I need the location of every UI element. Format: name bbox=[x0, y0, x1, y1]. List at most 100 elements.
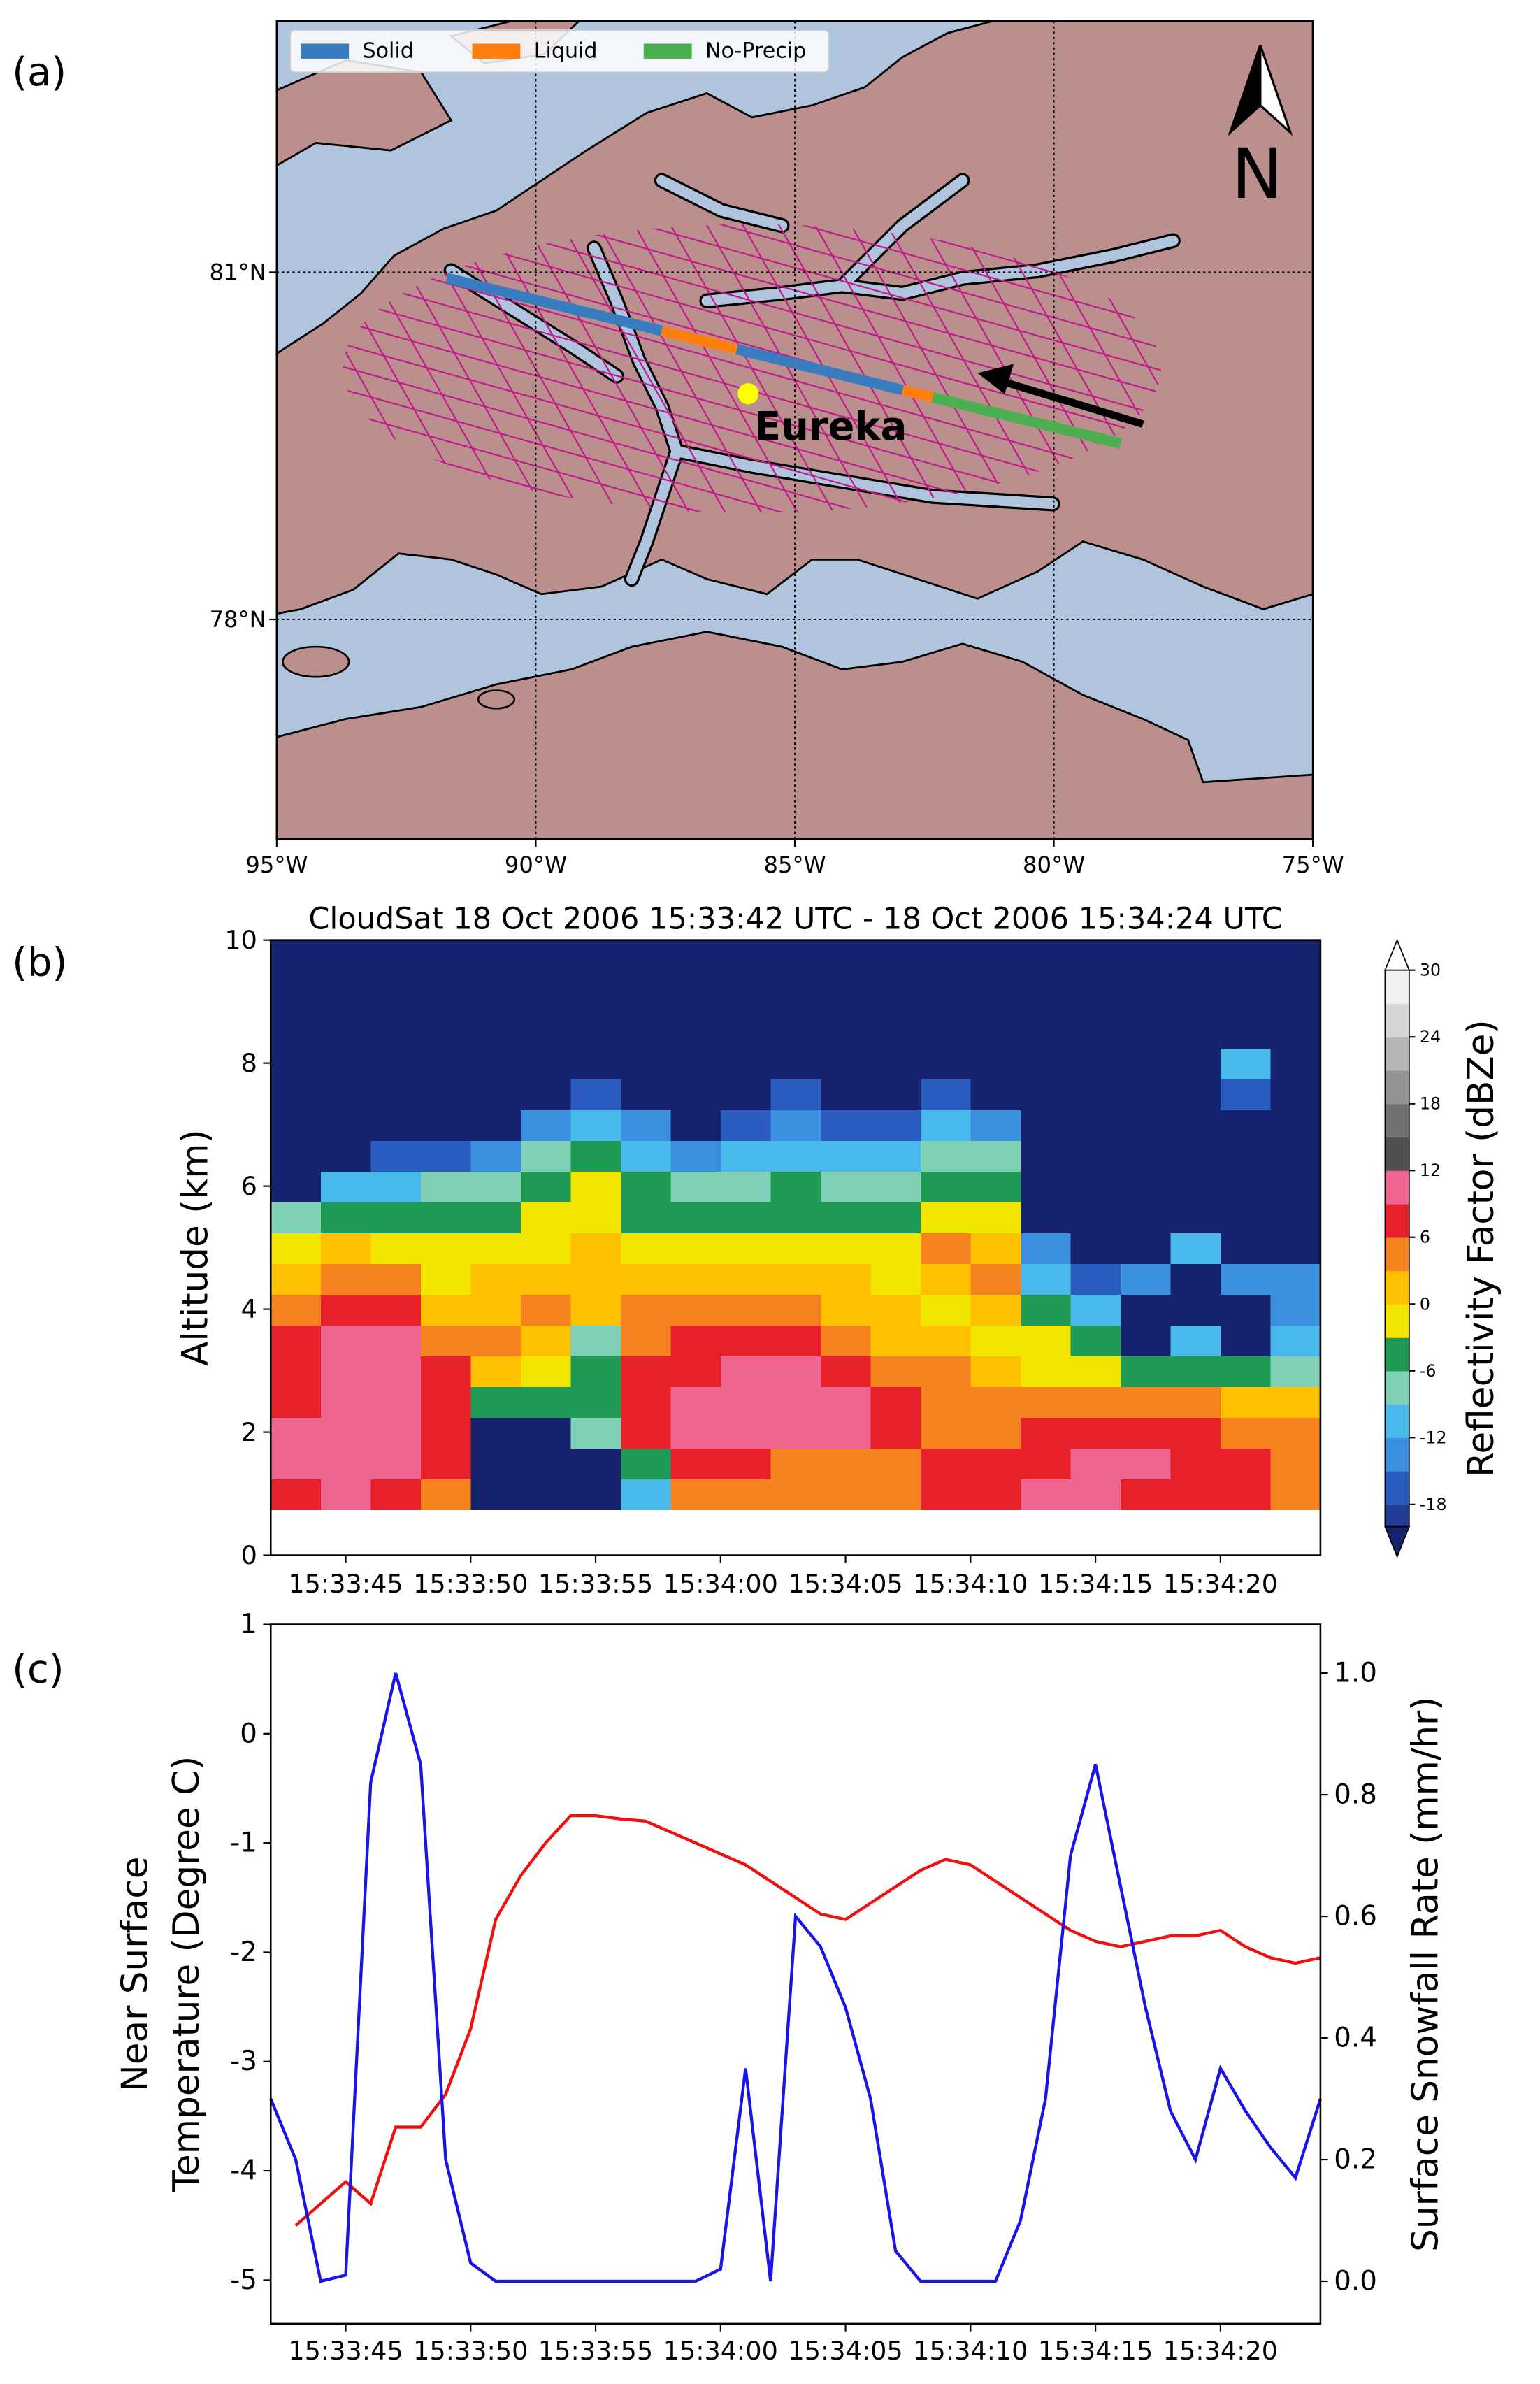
cell bbox=[970, 1263, 1022, 1295]
legend-box bbox=[289, 29, 830, 73]
colorbar-tick-label: 0 bbox=[1420, 1294, 1430, 1314]
cell bbox=[520, 1293, 572, 1326]
cell bbox=[271, 1355, 322, 1387]
cell bbox=[970, 1047, 1022, 1079]
cell bbox=[470, 1293, 522, 1326]
colorbar-segment bbox=[1385, 1270, 1409, 1305]
cell bbox=[570, 1324, 622, 1356]
cell bbox=[570, 1170, 622, 1202]
track-segment bbox=[931, 392, 1122, 449]
cell bbox=[1070, 1170, 1122, 1202]
legend-swatch bbox=[472, 43, 521, 59]
cell bbox=[570, 1263, 622, 1295]
cell bbox=[320, 1478, 372, 1510]
cell bbox=[1270, 1047, 1322, 1079]
cell bbox=[770, 1232, 822, 1264]
legend-label: Liquid bbox=[534, 39, 598, 64]
cell bbox=[420, 1140, 472, 1172]
cell bbox=[320, 1140, 372, 1172]
mesh-line bbox=[514, 224, 772, 513]
x-tick-label: 15:33:50 bbox=[413, 2336, 528, 2366]
cell bbox=[271, 1017, 322, 1049]
mesh-line bbox=[0, 143, 158, 594]
cell bbox=[370, 1386, 422, 1418]
y-tick-label: -4 bbox=[230, 2155, 257, 2187]
cell bbox=[320, 1293, 372, 1326]
cell bbox=[271, 1386, 322, 1418]
x-tick-label: 15:34:10 bbox=[913, 2336, 1028, 2366]
cell bbox=[770, 1355, 822, 1387]
cell bbox=[720, 1109, 772, 1141]
x-tick-label: 15:34:20 bbox=[1163, 2336, 1278, 2366]
cell bbox=[870, 1140, 922, 1172]
cell bbox=[720, 1263, 772, 1295]
colorbar-segment bbox=[1385, 1137, 1409, 1171]
colorbar-segment bbox=[1385, 1337, 1409, 1372]
cell bbox=[870, 1355, 922, 1387]
colorbar-extend-high bbox=[1384, 938, 1411, 971]
cell bbox=[1120, 1140, 1172, 1172]
cell bbox=[970, 1170, 1022, 1202]
cell bbox=[320, 1170, 372, 1202]
cell bbox=[570, 1447, 622, 1479]
cell bbox=[720, 1293, 772, 1326]
cell bbox=[1270, 1478, 1322, 1510]
cell bbox=[1220, 1355, 1272, 1387]
cell bbox=[370, 1355, 422, 1387]
cell bbox=[820, 1263, 872, 1295]
cell bbox=[520, 1109, 572, 1141]
cell bbox=[920, 1447, 972, 1479]
colorbar-segment bbox=[1385, 1170, 1409, 1205]
cell bbox=[620, 1447, 672, 1479]
cell bbox=[820, 1355, 872, 1387]
cell bbox=[820, 1201, 872, 1233]
cell bbox=[1220, 1109, 1272, 1141]
cell bbox=[970, 1201, 1022, 1233]
cell bbox=[320, 1232, 372, 1264]
cell bbox=[820, 1416, 872, 1449]
cell bbox=[620, 1047, 672, 1079]
cell bbox=[520, 1232, 572, 1264]
cell bbox=[470, 1478, 522, 1510]
mesh-line bbox=[343, 422, 1161, 513]
cell bbox=[870, 1170, 922, 1202]
colorbar-segment bbox=[1385, 1070, 1409, 1105]
cell bbox=[1220, 1047, 1272, 1079]
cell bbox=[1270, 1447, 1322, 1479]
cell bbox=[271, 1170, 322, 1202]
cell bbox=[920, 1109, 972, 1141]
mesh-line bbox=[343, 224, 1161, 405]
mesh-line bbox=[343, 224, 1161, 383]
y-tick-label: 8 bbox=[241, 1048, 257, 1078]
cell bbox=[620, 1263, 672, 1295]
cell bbox=[970, 1355, 1022, 1387]
x-tick-label: 15:34:05 bbox=[788, 1569, 902, 1599]
mesh-line bbox=[731, 224, 989, 513]
cell bbox=[1070, 1416, 1122, 1449]
cell bbox=[470, 1017, 522, 1049]
cell bbox=[1120, 1232, 1172, 1264]
cell bbox=[420, 1170, 472, 1202]
y-axis-label: Near Surface bbox=[115, 1857, 157, 2092]
cell bbox=[920, 1263, 972, 1295]
cell bbox=[520, 1355, 572, 1387]
x-tick-label: 15:33:55 bbox=[538, 2336, 653, 2366]
cell bbox=[420, 1386, 472, 1418]
cell bbox=[420, 1293, 472, 1326]
cell bbox=[720, 1416, 772, 1449]
cell bbox=[720, 1078, 772, 1110]
series-line bbox=[294, 1814, 1321, 2227]
cell bbox=[1220, 1447, 1272, 1479]
cell bbox=[1120, 1109, 1172, 1141]
mesh-line bbox=[343, 224, 484, 513]
cell bbox=[920, 1017, 972, 1049]
x-tick-label: 15:34:15 bbox=[1038, 1569, 1153, 1599]
cell bbox=[1070, 1386, 1122, 1418]
cell bbox=[720, 1170, 772, 1202]
x-tick-label: 80°W bbox=[1023, 852, 1085, 878]
colorbar-label: Reflectivity Factor (dBZe) bbox=[1460, 1019, 1502, 1477]
y-axis-label: Altitude (km) bbox=[175, 1129, 217, 1366]
cell bbox=[1220, 1078, 1272, 1110]
mesh-line bbox=[47, 143, 303, 594]
cell bbox=[1120, 1293, 1172, 1326]
